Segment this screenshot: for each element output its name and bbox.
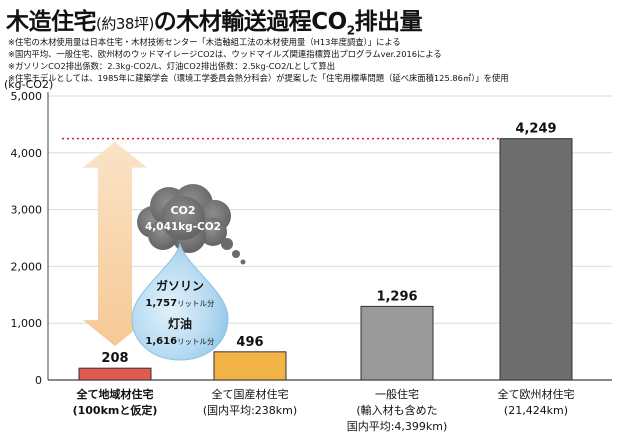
bar-value-label: 4,249 [515, 122, 556, 137]
cloud-bubble [221, 238, 233, 250]
x-category-label: 全て欧州材住宅 [498, 387, 575, 401]
bar-value-label: 1,296 [376, 289, 417, 304]
kerosene-amount-value: 1,616 [145, 336, 177, 347]
y-axis-label: (kg-CO2) [4, 78, 53, 91]
kerosene-amount: 1,616リットル分 [145, 336, 215, 347]
bar [360, 305, 434, 381]
y-tick-label: 3,000 [11, 204, 43, 217]
cloud-bubble [232, 250, 240, 258]
x-category-label: (100kmと仮定) [73, 403, 158, 417]
title-main: 木造住宅 [6, 9, 97, 35]
x-category-label: 一般住宅 [375, 387, 419, 401]
x-category-label: 全て国産材住宅 [212, 387, 289, 401]
y-tick-label: 2,000 [11, 260, 43, 273]
cloud-co2-value: 4,041kg-CO2 [145, 221, 221, 233]
gasoline-label: ガソリン [156, 278, 204, 293]
gasoline-amount-unit: リットル分 [177, 299, 215, 308]
kerosene-label: 灯油 [168, 316, 192, 331]
x-category-label: 国内平均:4,399km) [347, 419, 448, 433]
footnote: ※ガソリンCO2排出係数：2.3kg-CO2/L、灯油CO2排出係数：2.5kg… [8, 61, 336, 71]
gasoline-amount-value: 1,757 [145, 298, 177, 309]
bar [499, 138, 573, 381]
title-suffix: の木材輸送過程CO [153, 9, 347, 35]
y-tick-label: 1,000 [11, 317, 43, 330]
bar-value-label: 496 [236, 335, 263, 350]
kerosene-amount-unit: リットル分 [177, 337, 215, 346]
y-tick-label: 5,000 [11, 90, 43, 103]
x-category-label: 全て地域材住宅 [76, 387, 154, 401]
bar [78, 367, 152, 381]
footnote: ※国内平均、一般住宅、欧州材のウッドマイレージCO2は、ウッドマイルズ関連指標算… [8, 49, 442, 59]
y-tick-label: 0 [35, 374, 42, 387]
page-title: 木造住宅(約38坪)の木材輸送過程CO2排出量 [6, 2, 423, 38]
cloud-puff [199, 218, 227, 246]
cloud-bubble [240, 259, 246, 265]
y-tick-label: 4,000 [11, 147, 43, 160]
co2-cloud: CO2 4,041kg-CO2 [137, 184, 246, 265]
cloud-puff [161, 196, 205, 240]
gasoline-amount: 1,757リットル分 [145, 298, 215, 309]
footnote: ※住宅モデルとしては、1985年に建築学会（環境工学委員会熱分科会）が提案した「… [8, 73, 509, 83]
droplet-shape [131, 242, 229, 361]
footnotes: ※住宅の木材使用量は日本住宅・木材技術センター「木造軸組工法の木材使用量（H13… [8, 36, 614, 84]
bar-value-label: 208 [101, 351, 128, 366]
x-category-label: (21,424km) [504, 404, 568, 417]
cloud-co2-label: CO2 [170, 204, 195, 217]
x-category-label: (国内平均:238km) [203, 403, 297, 417]
title-tail: 排出量 [354, 9, 423, 35]
difference-arrow [83, 141, 147, 347]
footnote: ※住宅の木材使用量は日本住宅・木材技術センター「木造軸組工法の木材使用量（H13… [8, 37, 401, 47]
title-paren: (約38坪) [96, 15, 154, 33]
bar [213, 351, 287, 381]
x-category-label: (輸入材も含めた [356, 403, 437, 417]
title-subscript: 2 [346, 23, 355, 38]
